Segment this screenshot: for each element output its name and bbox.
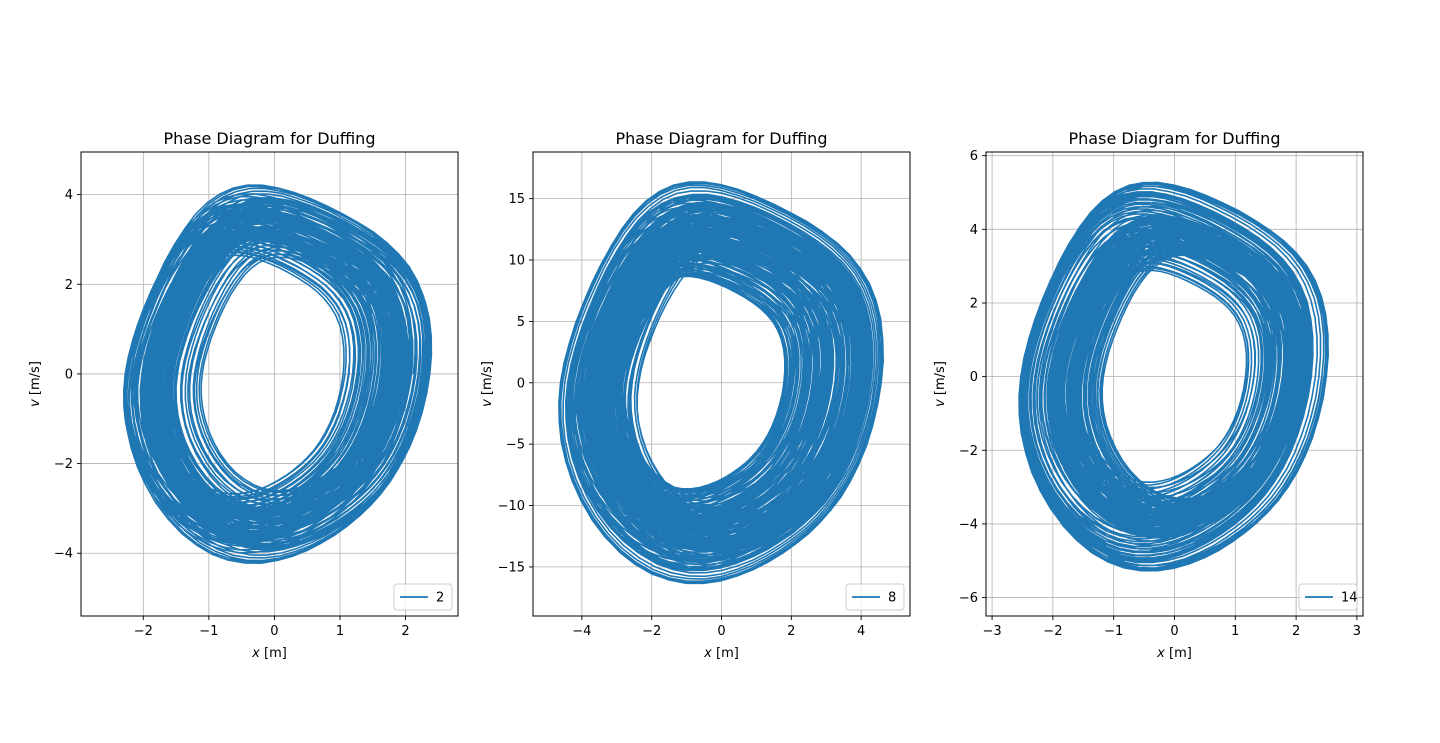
x-tick-label: 4 (857, 624, 865, 639)
y-tick-label: −10 (498, 499, 525, 514)
x-axis-label: x [m] (251, 646, 287, 661)
x-axis-unit: [m] (712, 646, 739, 661)
y-tick-label: 0 (970, 370, 978, 385)
axes-frame (80, 151, 459, 617)
y-tick-label: −2 (959, 444, 978, 459)
x-tick-label: −3 (982, 624, 1001, 639)
legend-label: 14 (1341, 591, 1358, 606)
y-tick-label: 0 (517, 376, 525, 391)
x-tick-label: 1 (1231, 624, 1239, 639)
legend: 14 (1298, 583, 1358, 611)
x-tick-label: −2 (134, 624, 153, 639)
y-tick-label: −15 (498, 560, 525, 575)
y-tick-label: 2 (970, 296, 978, 311)
y-tick-label: −6 (959, 591, 978, 606)
x-axis-unit: [m] (260, 646, 287, 661)
y-axis-unit: [m/s] (933, 361, 948, 399)
subplot-3: −3 −2 −1 0 1 2 3 −6 −4 −2 0 2 4 6 Phase Diagram for Du… (933, 129, 1364, 661)
y-axis-unit: [m/s] (28, 361, 43, 399)
subplot-2: −4 −2 0 2 4 −15 −10 −5 0 5 10 15 Phase Diagram for D… (480, 129, 911, 661)
legend-label: 8 (888, 591, 896, 606)
trajectory-line (122, 184, 433, 565)
x-tick-label: −1 (1104, 624, 1123, 639)
chart-title: Phase Diagram for Duffing (1069, 129, 1281, 148)
x-axis-label: x [m] (703, 646, 739, 661)
y-tick-label: −4 (959, 517, 978, 532)
x-tick-label: −1 (199, 624, 218, 639)
y-axis-label: v [m/s] (933, 361, 948, 407)
x-tick-label: −2 (1043, 624, 1062, 639)
x-tick-label: 3 (1353, 624, 1361, 639)
x-tick-label: 1 (336, 624, 344, 639)
y-tick-label: −4 (54, 547, 73, 562)
trajectory-line (1018, 181, 1330, 572)
y-tick-label: 6 (970, 149, 978, 164)
x-tick-label: 0 (717, 624, 725, 639)
y-tick-label: 4 (970, 223, 978, 238)
y-tick-label: 0 (65, 367, 73, 382)
y-axis-label: v [m/s] (480, 361, 495, 407)
subplot-1: −2 −1 0 1 2 −4 −2 0 2 4 Phase Diagram for Duffing x… (28, 129, 459, 661)
x-tick-label: 2 (787, 624, 795, 639)
x-tick-label: 0 (1170, 624, 1178, 639)
y-tick-label: 5 (517, 315, 525, 330)
x-axis-label: x [m] (1156, 646, 1192, 661)
x-axis-var: x (703, 646, 712, 661)
x-axis-var: x (1156, 646, 1165, 661)
y-axis-unit: [m/s] (480, 361, 495, 399)
x-axis-unit: [m] (1165, 646, 1192, 661)
x-tick-label: 2 (401, 624, 409, 639)
legend-label: 2 (436, 591, 444, 606)
y-tick-label: 10 (508, 254, 525, 269)
x-tick-label: −4 (572, 624, 591, 639)
y-axis-var: v (480, 399, 495, 407)
legend: 8 (845, 583, 905, 611)
x-tick-label: 0 (270, 624, 278, 639)
y-tick-label: −5 (506, 438, 525, 453)
y-tick-label: 15 (508, 192, 525, 207)
chart-title: Phase Diagram for Duffing (164, 129, 376, 148)
x-tick-label: 2 (1292, 624, 1300, 639)
y-axis-var: v (933, 399, 948, 407)
y-tick-label: −2 (54, 457, 73, 472)
legend: 2 (393, 583, 453, 611)
y-axis-var: v (28, 399, 43, 407)
chart-title: Phase Diagram for Duffing (616, 129, 828, 148)
y-axis-label: v [m/s] (28, 361, 43, 407)
trajectory-line (558, 181, 885, 585)
x-tick-label: −2 (642, 624, 661, 639)
y-tick-label: 2 (65, 278, 73, 293)
y-tick-label: 4 (65, 188, 73, 203)
x-axis-var: x (251, 646, 260, 661)
